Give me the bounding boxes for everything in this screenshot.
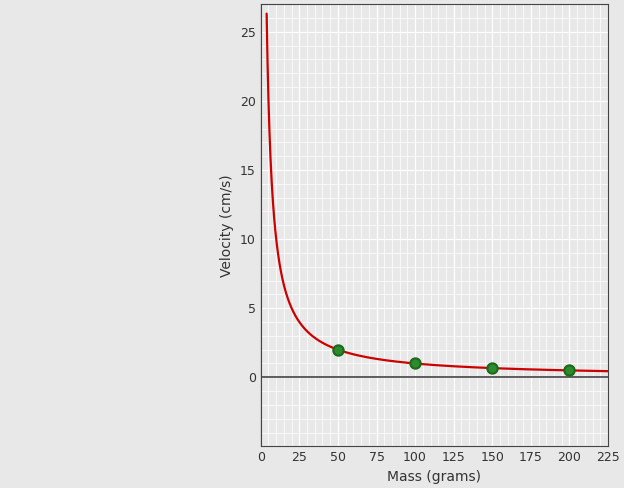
Point [487, 364, 497, 372]
Y-axis label: Velocity (cm/s): Velocity (cm/s) [220, 174, 235, 277]
Point [564, 366, 574, 374]
X-axis label: Mass (grams): Mass (grams) [388, 470, 481, 484]
Point [333, 346, 343, 354]
Point [410, 360, 420, 367]
